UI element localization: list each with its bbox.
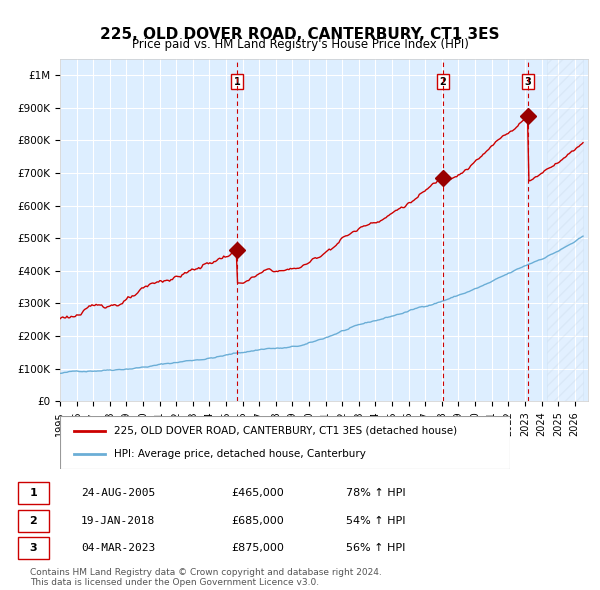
- Text: £875,000: £875,000: [231, 543, 284, 553]
- Text: £685,000: £685,000: [231, 516, 284, 526]
- Text: 78% ↑ HPI: 78% ↑ HPI: [346, 489, 406, 498]
- Text: 225, OLD DOVER ROAD, CANTERBURY, CT1 3ES: 225, OLD DOVER ROAD, CANTERBURY, CT1 3ES: [100, 27, 500, 41]
- Text: £465,000: £465,000: [231, 489, 284, 498]
- Text: 1: 1: [233, 77, 240, 87]
- Text: 56% ↑ HPI: 56% ↑ HPI: [346, 543, 406, 553]
- Text: Contains HM Land Registry data © Crown copyright and database right 2024.: Contains HM Land Registry data © Crown c…: [30, 568, 382, 577]
- FancyBboxPatch shape: [18, 482, 49, 504]
- Text: 3: 3: [29, 543, 37, 553]
- Text: 3: 3: [524, 77, 531, 87]
- Text: 54% ↑ HPI: 54% ↑ HPI: [346, 516, 406, 526]
- Text: This data is licensed under the Open Government Licence v3.0.: This data is licensed under the Open Gov…: [30, 578, 319, 587]
- FancyBboxPatch shape: [18, 537, 49, 559]
- Text: 1: 1: [29, 489, 37, 498]
- Text: 19-JAN-2018: 19-JAN-2018: [81, 516, 155, 526]
- Text: 24-AUG-2005: 24-AUG-2005: [81, 489, 155, 498]
- Text: 04-MAR-2023: 04-MAR-2023: [81, 543, 155, 553]
- Text: Price paid vs. HM Land Registry's House Price Index (HPI): Price paid vs. HM Land Registry's House …: [131, 38, 469, 51]
- FancyBboxPatch shape: [18, 510, 49, 532]
- Text: HPI: Average price, detached house, Canterbury: HPI: Average price, detached house, Cant…: [114, 449, 366, 459]
- FancyBboxPatch shape: [60, 416, 510, 469]
- Text: 2: 2: [439, 77, 446, 87]
- Text: 2: 2: [29, 516, 37, 526]
- Text: 225, OLD DOVER ROAD, CANTERBURY, CT1 3ES (detached house): 225, OLD DOVER ROAD, CANTERBURY, CT1 3ES…: [114, 426, 457, 436]
